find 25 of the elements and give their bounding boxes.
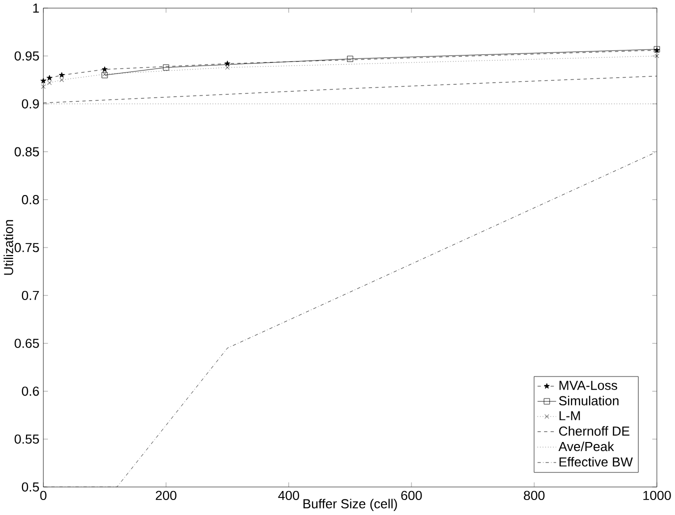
x-tick-label: 200 xyxy=(156,491,176,500)
y-tick-label: 0.65 xyxy=(14,338,39,348)
legend-label: Effective BW xyxy=(560,457,633,467)
legend-label: Simulation xyxy=(559,396,618,406)
x-tick-label: 400 xyxy=(278,491,300,500)
y-tick-label: 0.6 xyxy=(22,386,39,396)
y-tick-label: 0.55 xyxy=(14,434,39,444)
y-tick-label: 1 xyxy=(33,4,39,13)
x-tick-label: 1000 xyxy=(643,491,671,500)
y-tick-label: 0.9 xyxy=(22,99,39,109)
legend-label: L-M xyxy=(560,411,580,420)
x-tick-label: 0 xyxy=(40,491,46,500)
y-tick-label: 0.95 xyxy=(14,52,39,61)
legend-label: Chernoff DE xyxy=(559,426,630,436)
y-tick-label: 0.7 xyxy=(22,291,39,300)
y-tick-label: 0.75 xyxy=(14,243,39,252)
legend-label: Ave/Peak xyxy=(558,442,614,452)
legend-label: MVA-Loss xyxy=(560,381,618,390)
y-tick-label: 0.5 xyxy=(22,482,39,492)
x-tick-label: 600 xyxy=(401,491,422,500)
x-axis-title: Buffer Size (cell) xyxy=(304,499,397,512)
x-tick-label: 800 xyxy=(524,491,545,500)
y-axis-title: Utilization xyxy=(4,220,14,275)
y-tick-label: 0.8 xyxy=(22,195,39,204)
y-tick-label: 0.85 xyxy=(14,147,39,157)
